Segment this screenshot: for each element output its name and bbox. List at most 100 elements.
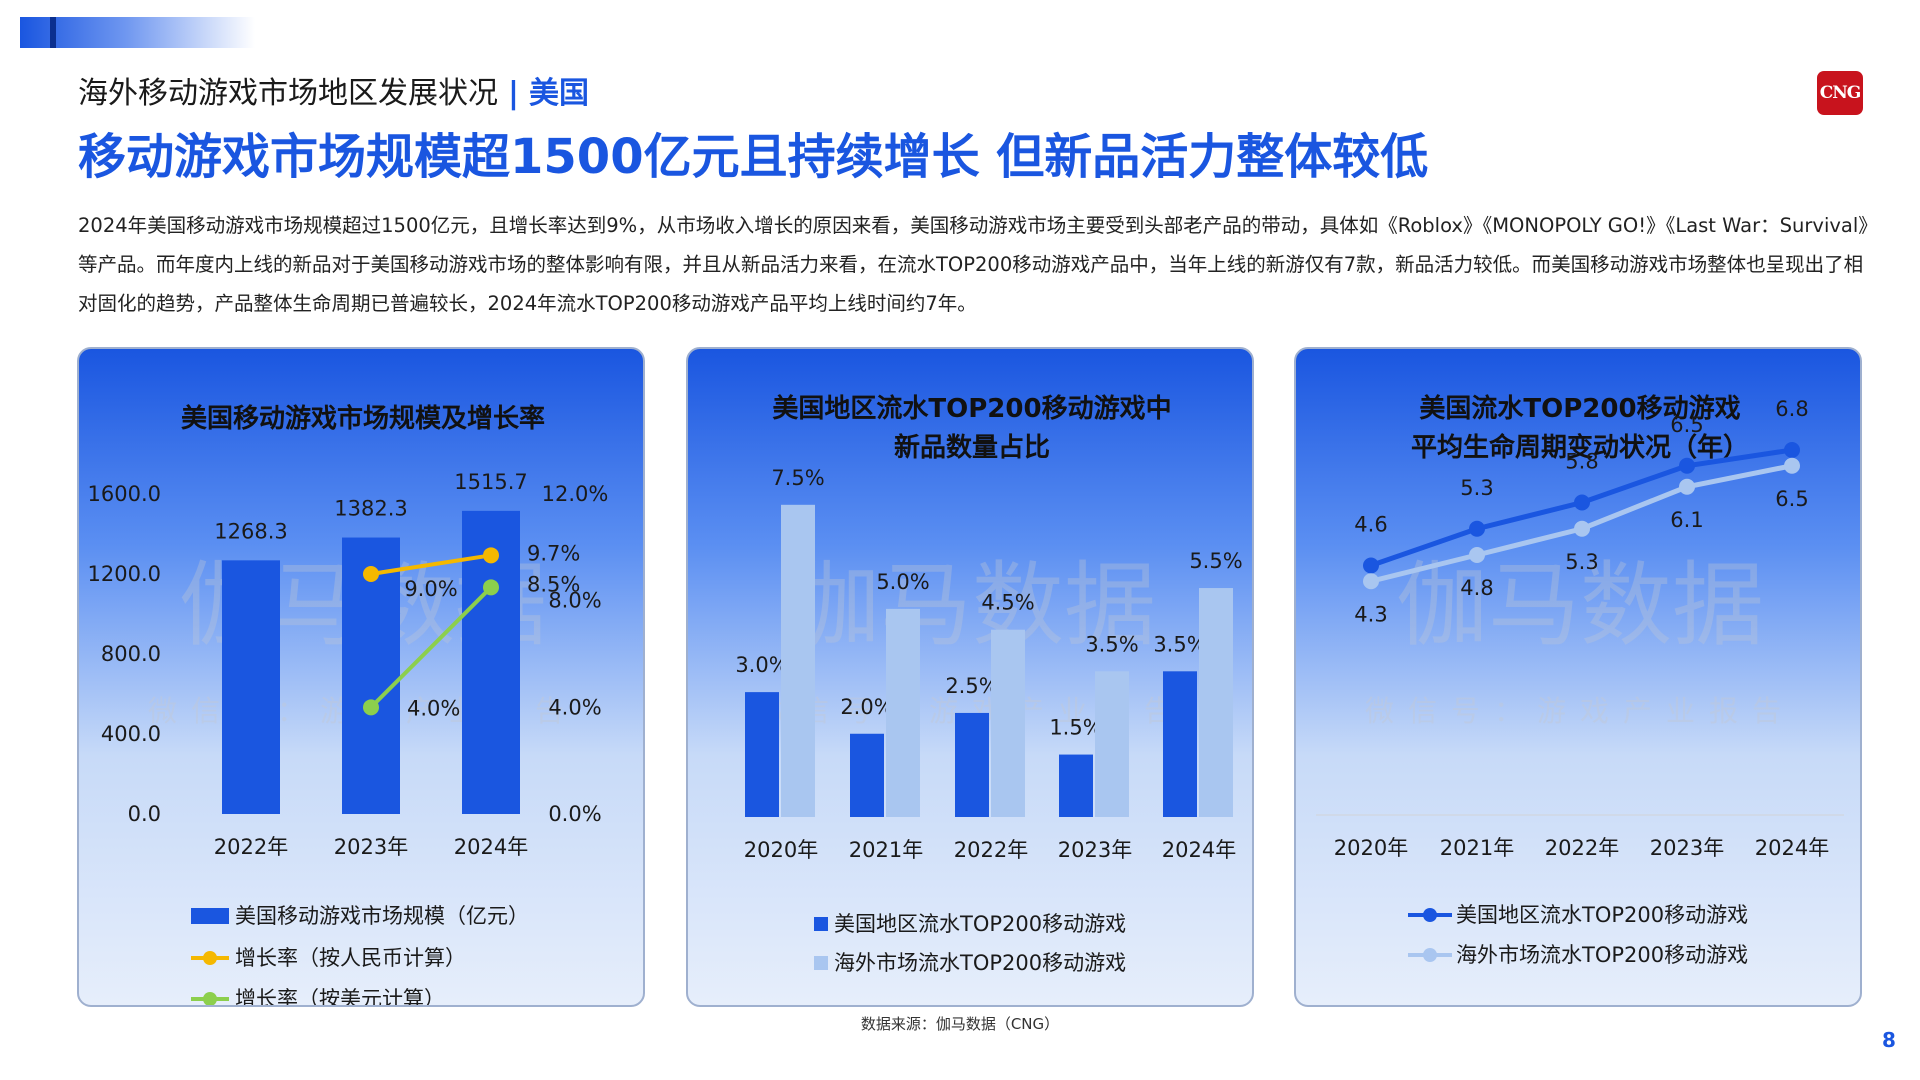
data-label: 5.8 (1565, 450, 1598, 474)
data-label: 4.8 (1460, 576, 1493, 600)
x-axis-tick-label: 2024年 (454, 835, 528, 859)
series-point (483, 579, 499, 596)
intro-paragraph: 2024年美国移动游戏市场规模超过1500亿元，且增长率达到9%，从市场收入增长… (78, 214, 1878, 315)
series-point (483, 547, 499, 564)
legend-label: 海外市场流水TOP200移动游戏 (1456, 943, 1748, 967)
legend-label: 增长率（按人民币计算） (235, 946, 466, 970)
legend-swatch (191, 908, 229, 924)
series-point (363, 699, 379, 716)
watermark-subtext: 微信号：游戏产业报告 (1365, 694, 1795, 728)
y2-axis-tick-label: 4.0% (548, 695, 601, 719)
data-label: 3.5% (1085, 632, 1138, 656)
bar (955, 712, 989, 817)
y2-axis-tick-label: 8.0% (548, 589, 601, 613)
watermark-text: 伽马数据 (1396, 552, 1764, 659)
header-accent-mark (50, 17, 56, 48)
legend-label: 美国地区流水TOP200移动游戏 (834, 912, 1126, 936)
series-point (1784, 442, 1800, 458)
data-label: 1268.3 (214, 519, 287, 543)
x-axis-tick-label: 2024年 (1162, 838, 1236, 862)
data-label: 6.5 (1670, 413, 1703, 437)
y-axis-tick-label: 800.0 (101, 642, 161, 666)
data-label: 4.3 (1354, 602, 1387, 626)
data-label: 4.5% (981, 591, 1034, 615)
lifecycle-chart: 伽马数据微信号：游戏产业报告美国流水TOP200移动游戏平均生命周期变动状况（年… (1316, 393, 1844, 967)
chart-title: 美国移动游戏市场规模及增长率 (181, 403, 545, 434)
x-axis-tick-label: 2021年 (1440, 836, 1514, 860)
bar (745, 692, 779, 817)
x-axis-tick-label: 2023年 (1650, 836, 1724, 860)
series-point (1574, 494, 1590, 511)
chart-title: 新品数量占比 (894, 432, 1050, 463)
x-axis-tick-label: 2023年 (334, 835, 408, 859)
data-label: 8.5% (527, 572, 580, 596)
page-number: 8 (1882, 1028, 1896, 1052)
x-axis-tick-label: 2022年 (954, 838, 1028, 862)
market-size-chart-card: 伽马数据微信号：游戏产业报告美国移动游戏市场规模及增长率0.0400.0800.… (77, 347, 645, 1007)
series-point (1469, 520, 1485, 537)
y-axis-tick-label: 1200.0 (88, 562, 161, 586)
legend-label: 美国移动游戏市场规模（亿元） (235, 904, 529, 928)
y-axis-tick-label: 1600.0 (88, 482, 161, 506)
bar (886, 608, 920, 817)
data-label: 2.5% (945, 674, 998, 698)
x-axis-tick-label: 2024年 (1755, 836, 1829, 860)
series-point (1363, 573, 1379, 590)
data-label: 5.3 (1460, 476, 1493, 500)
country-name: 美国 (528, 76, 589, 111)
chart-title: 美国地区流水TOP200移动游戏中 (772, 393, 1171, 424)
bar (1059, 754, 1093, 817)
series-point (1574, 520, 1590, 537)
x-axis-tick-label: 2021年 (849, 838, 923, 862)
data-label: 7.5% (771, 466, 824, 490)
series-line (369, 585, 493, 709)
cng-logo: CNG (1817, 71, 1863, 115)
legend-swatch (814, 917, 828, 931)
y2-axis-tick-label: 12.0% (542, 482, 609, 506)
data-label: 5.5% (1189, 549, 1242, 573)
legend-swatch (1423, 948, 1437, 962)
x-axis-tick-label: 2023年 (1058, 838, 1132, 862)
series-point (1469, 547, 1485, 563)
y2-axis-tick-label: 0.0% (548, 802, 601, 826)
series-point (1679, 457, 1695, 474)
new-game-share-chart-card: 伽马数据 微信号：游戏产业报告 美国地区流水TOP200移动游戏中 新品数量占比 3.0… (686, 347, 1254, 1007)
chart-title: 美国流水TOP200移动游戏 (1419, 393, 1740, 424)
series-point (1679, 478, 1695, 495)
data-label: 1.5% (1049, 716, 1102, 740)
new-game-share-chart: 伽马数据微信号：游戏产业报告美国地区流水TOP200移动游戏中新品数量占比3.0… (735, 393, 1242, 975)
bar (342, 537, 400, 814)
data-label: 9.7% (527, 541, 580, 565)
data-label: 1515.7 (454, 470, 527, 494)
series-point (1363, 557, 1379, 574)
data-label: 1382.3 (334, 497, 407, 521)
data-label: 4.6 (1354, 513, 1387, 537)
legend-swatch (814, 956, 828, 970)
y-axis-tick-label: 0.0 (128, 802, 161, 826)
data-source: 数据来源：伽马数据（CNG） (860, 1015, 1060, 1033)
data-label: 4.0% (407, 696, 460, 720)
logo-text: CNG (1819, 83, 1862, 103)
watermark-text: 伽马数据 (788, 552, 1156, 659)
x-axis-tick-label: 2022年 (1545, 836, 1619, 860)
data-label: 5.0% (876, 570, 929, 594)
series-line (370, 553, 492, 576)
header-accent-bar (20, 17, 255, 48)
legend-label: 增长率（按美元计算） (235, 987, 445, 1007)
legend-swatch (203, 992, 217, 1005)
bar (781, 504, 815, 817)
legend-label: 美国地区流水TOP200移动游戏 (1456, 903, 1748, 927)
x-axis-tick-label: 2022年 (214, 835, 288, 859)
data-label: 6.5 (1775, 487, 1808, 511)
y-axis-tick-label: 400.0 (101, 722, 161, 746)
x-axis-tick-label: 2020年 (1334, 836, 1408, 860)
bar (1095, 671, 1129, 817)
data-label: 9.0% (404, 577, 457, 601)
bar (1163, 671, 1197, 817)
x-axis-tick-label: 2020年 (744, 838, 818, 862)
data-label: 3.0% (735, 653, 788, 677)
bar (1199, 588, 1233, 817)
data-label: 5.3 (1565, 550, 1598, 574)
market-size-chart: 伽马数据微信号：游戏产业报告美国移动游戏市场规模及增长率0.0400.0800.… (88, 403, 609, 1007)
series-point (1784, 457, 1800, 474)
